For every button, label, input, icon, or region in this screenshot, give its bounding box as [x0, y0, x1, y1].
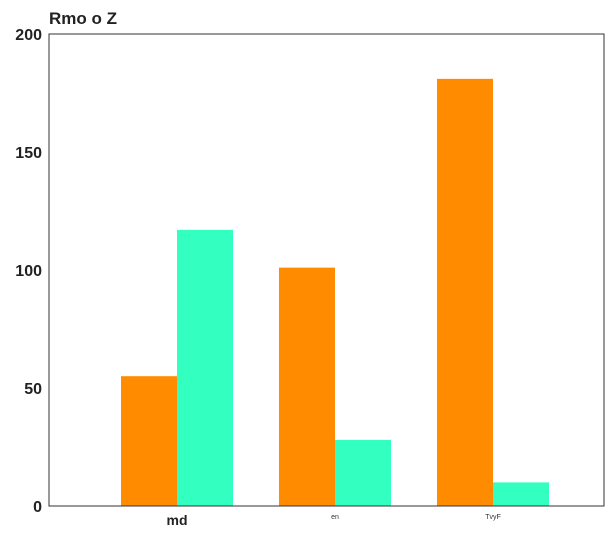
y-tick-label-150: 150: [15, 145, 42, 162]
bar-series-1-TvyF: [437, 78, 493, 506]
y-tick-label-100: 100: [15, 263, 42, 280]
plot-frame: [48, 33, 605, 507]
chart-title: Rmo o Z: [49, 9, 117, 28]
x-tick-label-en: en: [331, 514, 339, 521]
bars-layer: [121, 78, 549, 506]
y-axis-ticks: 0 50 100 150 200: [15, 27, 42, 516]
x-axis-ticks: md en TvyF: [167, 512, 501, 528]
x-tick-label-TvyF: TvyF: [485, 514, 501, 521]
bar-series-1-en: [279, 267, 335, 506]
y-tick-label-0: 0: [33, 499, 42, 516]
bar-series-1-md: [121, 376, 177, 506]
bar-series-2-en: [335, 439, 391, 506]
x-tick-label-md: md: [167, 512, 188, 528]
y-tick-label-50: 50: [24, 381, 42, 398]
y-tick-label-200: 200: [15, 27, 42, 44]
bar-series-2-TvyF: [493, 482, 549, 506]
bar-series-2-md: [177, 229, 233, 506]
